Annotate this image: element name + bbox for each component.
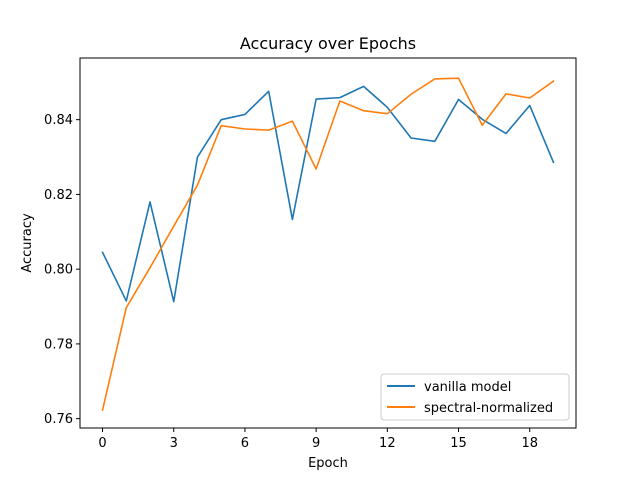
y-tick-label: 0.80 bbox=[44, 263, 73, 278]
x-tick-label: 0 bbox=[98, 436, 106, 451]
series-line-spectral-normalized bbox=[101, 77, 555, 412]
y-tick-label: 0.78 bbox=[44, 337, 73, 352]
legend-label-spectral-normalized: spectral-normalized bbox=[424, 401, 553, 416]
series-line-vanilla-model bbox=[101, 85, 555, 303]
x-tick-label: 3 bbox=[170, 436, 178, 451]
y-tick-label: 0.82 bbox=[44, 188, 73, 203]
series-layer bbox=[101, 77, 555, 412]
legend-label-vanilla-model: vanilla model bbox=[424, 380, 511, 395]
x-tick-label: 6 bbox=[241, 436, 249, 451]
y-tick-label: 0.84 bbox=[44, 113, 73, 128]
x-tick-label: 18 bbox=[521, 436, 538, 451]
x-axis-ticks: 0 3 6 9 12 15 18 bbox=[98, 428, 538, 451]
y-tick-label: 0.76 bbox=[44, 412, 73, 427]
x-tick-label: 15 bbox=[450, 436, 467, 451]
x-tick-label: 9 bbox=[312, 436, 320, 451]
y-axis-ticks: 0.76 0.78 0.80 0.82 0.84 bbox=[44, 113, 80, 427]
plot-frame bbox=[79, 57, 577, 429]
chart-title: Accuracy over Epochs bbox=[240, 34, 416, 53]
legend: vanilla model spectral-normalized bbox=[380, 373, 570, 421]
legend-box bbox=[380, 373, 570, 421]
x-axis-label: Epoch bbox=[308, 456, 348, 471]
y-axis-label: Accuracy bbox=[20, 213, 35, 273]
x-tick-label: 12 bbox=[379, 436, 396, 451]
